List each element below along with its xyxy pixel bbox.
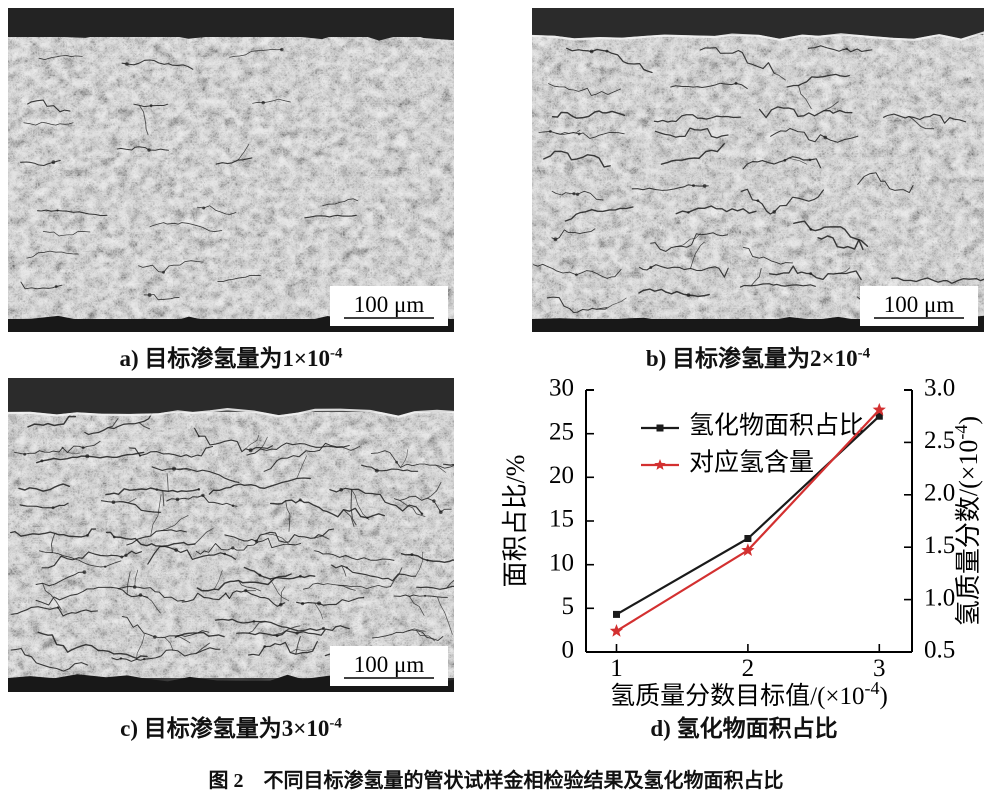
svg-text:氢质量分数/(×10-4): 氢质量分数/(×10-4) bbox=[951, 416, 983, 626]
svg-text:1.5: 1.5 bbox=[924, 532, 955, 559]
svg-text:100 μm: 100 μm bbox=[354, 292, 425, 317]
svg-text:15: 15 bbox=[549, 506, 574, 533]
svg-text:5: 5 bbox=[562, 593, 575, 620]
svg-text:100 μm: 100 μm bbox=[884, 292, 955, 317]
svg-text:100 μm: 100 μm bbox=[354, 652, 425, 677]
svg-text:30: 30 bbox=[549, 375, 574, 402]
svg-text:对应氢含量: 对应氢含量 bbox=[689, 449, 814, 477]
svg-text:0.5: 0.5 bbox=[924, 637, 955, 664]
svg-text:2.0: 2.0 bbox=[924, 480, 955, 507]
svg-text:3.0: 3.0 bbox=[924, 375, 955, 402]
svg-text:1.0: 1.0 bbox=[924, 584, 955, 611]
svg-text:氢化物面积占比: 氢化物面积占比 bbox=[689, 412, 864, 440]
svg-text:25: 25 bbox=[549, 418, 574, 445]
svg-text:1: 1 bbox=[610, 655, 623, 682]
svg-text:10: 10 bbox=[549, 549, 574, 576]
svg-text:面积占比/%: 面积占比/% bbox=[501, 455, 530, 588]
svg-text:2: 2 bbox=[742, 655, 755, 682]
svg-text:20: 20 bbox=[549, 462, 574, 489]
svg-text:氢质量分数目标值/(×10-4): 氢质量分数目标值/(×10-4) bbox=[610, 678, 888, 710]
svg-text:0: 0 bbox=[562, 637, 575, 664]
